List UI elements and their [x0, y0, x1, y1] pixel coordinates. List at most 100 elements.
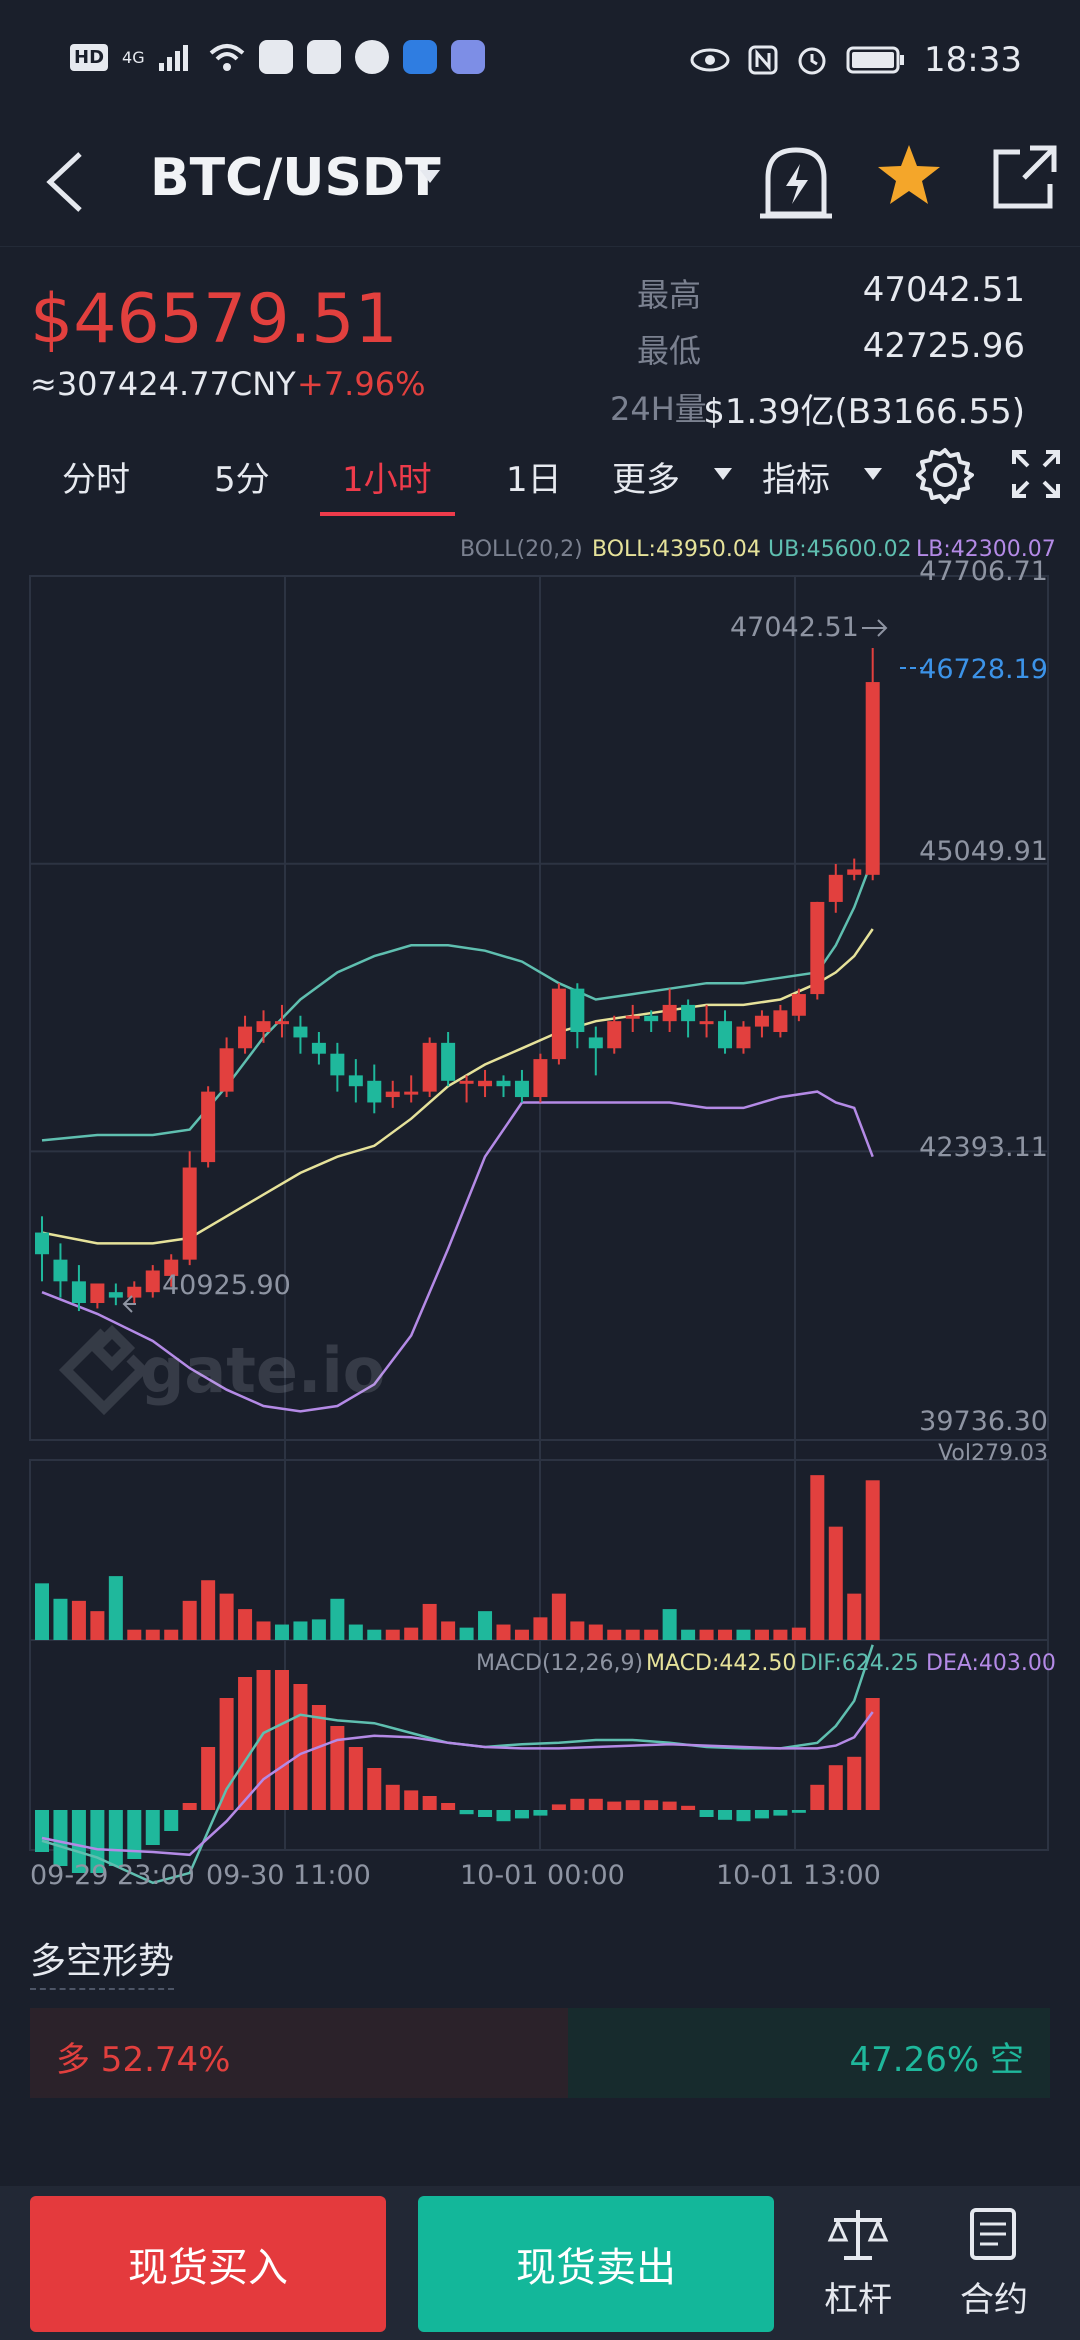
tab-5m[interactable]: 5分 [214, 460, 270, 500]
interval-tabs: 分时 5分 1小时 1日 更多 指标 [0, 440, 1080, 520]
volume-bar [182, 1600, 197, 1640]
spot-sell-button[interactable]: 现货卖出 [418, 2196, 774, 2332]
music-icon [450, 40, 485, 74]
candle [625, 1015, 640, 1019]
dif-line [41, 1644, 874, 1885]
volume-bar [330, 1598, 345, 1640]
candle [478, 1080, 493, 1087]
y-tick-1: 45049.91 [919, 836, 1048, 867]
macd-bar [219, 1698, 234, 1810]
macd-bar [681, 1805, 696, 1810]
volume-bar [274, 1624, 289, 1640]
short-percent: 47.26% 空 [849, 2040, 1024, 2080]
candle [551, 988, 566, 1060]
vol-value: $1.39亿(B3166.55) [703, 392, 1025, 432]
pair-title[interactable]: BTC/USDT [150, 148, 441, 208]
macd-bar [828, 1765, 843, 1810]
tab-timeline[interactable]: 分时 [62, 460, 130, 500]
boll-lines [41, 858, 874, 1413]
macd-bar [551, 1804, 566, 1810]
macd-bar [514, 1810, 529, 1819]
high-label: 最高 [637, 276, 702, 314]
volume-bar [108, 1576, 123, 1640]
fullscreen-icon[interactable] [1010, 448, 1062, 500]
macd-bar [644, 1800, 659, 1810]
volume-bar [53, 1598, 68, 1640]
volume-bar [238, 1609, 253, 1640]
candle [182, 1167, 197, 1260]
gate-io-watermark: gate.io [58, 1324, 385, 1416]
bell-bolt-icon[interactable] [756, 142, 836, 226]
macd-bar [699, 1810, 714, 1817]
volume-bar [90, 1611, 105, 1640]
candle [385, 1091, 400, 1098]
macd-bar [422, 1796, 437, 1810]
volume-bar [496, 1624, 511, 1640]
volume-bar [736, 1629, 751, 1640]
candle [496, 1080, 511, 1087]
boll-value: BOLL:43950.04 [592, 537, 761, 562]
macd-label: MACD(12,26,9) [476, 1651, 643, 1676]
macd-bar [330, 1726, 345, 1810]
svg-text:gate.io: gate.io [140, 1334, 385, 1407]
macd-bar [570, 1798, 585, 1810]
macd-bar [718, 1810, 733, 1820]
macd-bar [662, 1801, 677, 1810]
macd-bar [311, 1705, 326, 1810]
star-icon[interactable] [876, 142, 942, 208]
volume-bar [164, 1629, 179, 1640]
candle [348, 1075, 363, 1087]
candle [681, 1004, 696, 1022]
candle [274, 1021, 289, 1025]
candle [607, 1021, 622, 1049]
volume-bar [514, 1629, 529, 1640]
volume-bar [256, 1621, 271, 1640]
document-icon [970, 2208, 1016, 2260]
low-arrow-icon [122, 1295, 136, 1313]
share-icon[interactable] [990, 142, 1060, 212]
spot-buy-button[interactable]: 现货买入 [30, 2196, 386, 2332]
macd-bar [847, 1756, 862, 1810]
gear-icon[interactable] [916, 446, 974, 504]
price-marker: 46728.19 [919, 654, 1048, 685]
macd-bar [459, 1810, 474, 1815]
volume-bar [791, 1627, 806, 1640]
volume-bar [810, 1475, 825, 1640]
contract-label: 合约 [960, 2280, 1028, 2320]
volume-bars [35, 1475, 880, 1640]
tab-1h[interactable]: 1小时 [342, 460, 432, 500]
back-icon[interactable] [40, 150, 90, 214]
volume-bar [718, 1629, 733, 1640]
long-short-title[interactable]: 多空形势 [30, 1932, 175, 1990]
macd-bar [238, 1677, 253, 1810]
leverage-nav[interactable]: 杠杆 [808, 2206, 908, 2321]
candle [588, 1037, 603, 1049]
volume-bar [441, 1621, 456, 1640]
more-caret-icon[interactable] [714, 468, 732, 480]
volume-bar [551, 1593, 566, 1640]
macd-bar [773, 1810, 788, 1816]
candle [367, 1080, 382, 1103]
wifi-icon [209, 44, 244, 71]
ub-value: UB:45600.02 [768, 537, 912, 562]
candle [71, 1281, 86, 1304]
tab-more[interactable]: 更多 [612, 460, 680, 500]
tab-1d[interactable]: 1日 [506, 460, 562, 500]
indicator-caret-icon[interactable] [864, 468, 882, 480]
candle [53, 1259, 68, 1282]
macd-bar [754, 1810, 769, 1819]
low-value: 42725.96 [862, 326, 1025, 366]
macd-bar [127, 1810, 142, 1859]
y-tick-2: 42393.11 [919, 1132, 1048, 1163]
tab-indicator[interactable]: 指标 [762, 460, 830, 500]
pair-dropdown-icon[interactable] [420, 170, 440, 183]
macd-bar [145, 1810, 160, 1845]
wechat-icon [258, 40, 293, 74]
kline-chart[interactable]: BOLL(20,2) BOLL:43950.04 UB:45600.02 LB:… [0, 520, 1080, 1900]
macd-bar [607, 1801, 622, 1810]
candle [773, 1010, 788, 1033]
status-bar: HD 4G 18:33 [0, 0, 1080, 120]
contract-nav[interactable]: 合约 [944, 2206, 1044, 2321]
candle [238, 1026, 253, 1049]
candle [459, 1080, 474, 1084]
